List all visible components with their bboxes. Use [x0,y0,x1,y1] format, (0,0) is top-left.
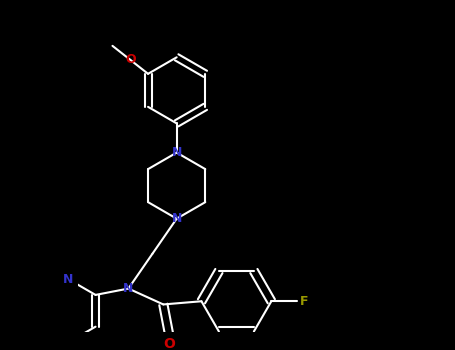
Text: O: O [164,337,176,350]
Text: N: N [63,273,73,286]
Text: N: N [123,282,134,295]
Text: N: N [172,146,182,159]
Text: O: O [125,53,136,66]
Text: F: F [300,295,308,308]
Text: N: N [172,212,182,225]
